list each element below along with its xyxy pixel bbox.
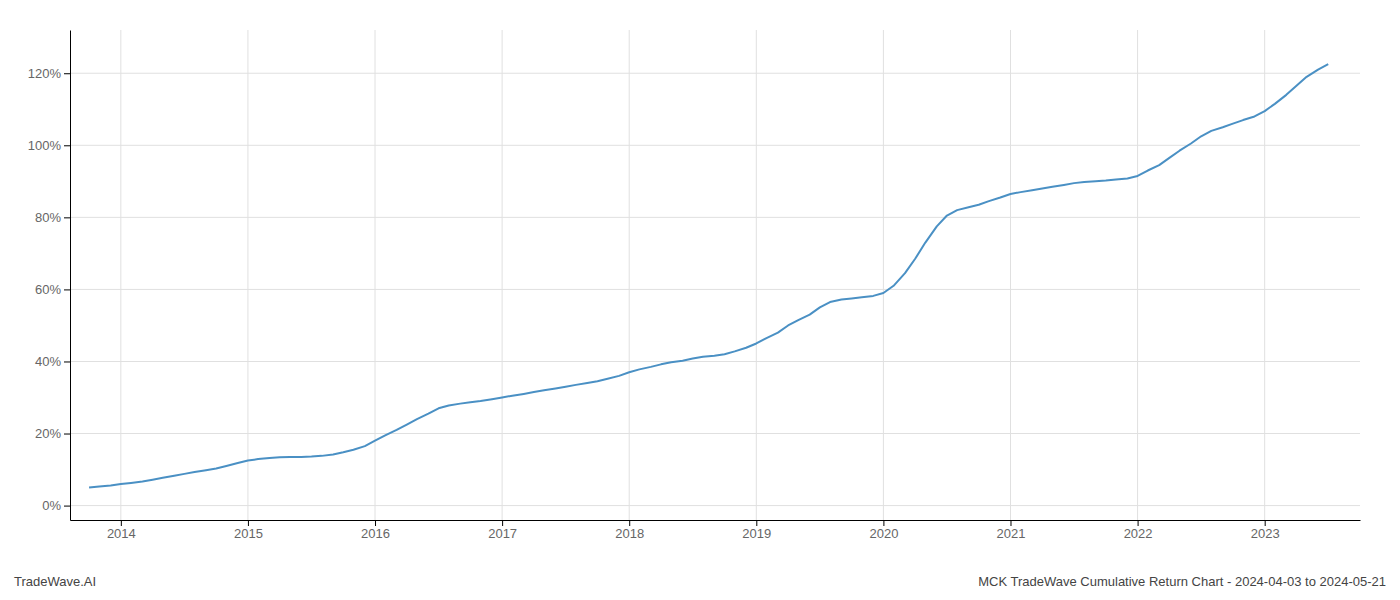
x-tick-label: 2021 (997, 526, 1026, 541)
x-axis: 2014 2015 2016 2017 2018 2019 2020 2021 2022 2023 (71, 520, 1361, 541)
x-tick: 2014 (107, 520, 136, 541)
y-axis-line (70, 31, 71, 521)
y-tick-mark (64, 361, 70, 362)
y-tick-label: 80% (35, 210, 61, 225)
texts: TradeWave.AI MCK TradeWave Cumulative Ret… (14, 574, 1386, 589)
x-axis-line (71, 520, 1361, 521)
x-grid-line (1264, 30, 1265, 520)
y-tick-mark (64, 217, 70, 218)
x-tick-label: 2019 (742, 526, 771, 541)
y-grid-line (70, 73, 1360, 74)
x-tick-mark (502, 520, 503, 526)
title: MCK TradeWave Cumulative Return Chart - … (978, 574, 1386, 589)
x-tick-label: 2018 (615, 526, 644, 541)
x-tick: 2023 (1251, 520, 1280, 541)
x-grid-line (629, 30, 630, 520)
x-grid-line (375, 30, 376, 520)
x-grid-line (120, 30, 121, 520)
x-tick-mark (1138, 520, 1139, 526)
y-tick-label: 100% (28, 138, 62, 153)
y-axis: 0% 20% 40% 60% 80% 100% 120% (28, 31, 71, 521)
y-tick-mark (64, 73, 70, 74)
y-tick-label: 0% (42, 498, 61, 513)
line (89, 64, 1328, 487)
y-grid-line (70, 505, 1360, 506)
x-tick-mark (121, 520, 122, 526)
chart-svg: 2014 2015 2016 2017 2018 2019 2020 2021 2022 2023… (0, 0, 1400, 600)
y-grid-line (70, 145, 1360, 146)
x-tick-label: 2016 (361, 526, 390, 541)
plot-area (89, 64, 1328, 487)
chart-container: 2014 2015 2016 2017 2018 2019 2020 2021 2022 2023… (0, 0, 1400, 600)
x-tick: 2022 (1124, 520, 1153, 541)
x-tick-label: 2022 (1124, 526, 1153, 541)
x-tick: 2020 (869, 520, 898, 541)
y-tick: 80% (35, 210, 70, 225)
x-tick-label: 2015 (234, 526, 263, 541)
y-grid-line (70, 289, 1360, 290)
x-tick: 2017 (488, 520, 517, 541)
y-tick-mark (64, 506, 70, 507)
x-tick-label: 2014 (107, 526, 136, 541)
y-tick: 0% (42, 498, 70, 513)
y-tick: 20% (35, 426, 70, 441)
x-tick-label: 2017 (488, 526, 517, 541)
y-tick-label: 60% (35, 282, 61, 297)
y-grid-line (70, 433, 1360, 434)
y-tick: 40% (35, 354, 70, 369)
x-tick: 2016 (361, 520, 390, 541)
x-tick-mark (375, 520, 376, 526)
x-grid-line (756, 30, 757, 520)
x-grid-line (247, 30, 248, 520)
y-tick-label: 120% (28, 66, 62, 81)
x-tick: 2019 (742, 520, 771, 541)
y-tick-mark (64, 289, 70, 290)
grid (70, 30, 1360, 520)
watermark: TradeWave.AI (14, 574, 96, 589)
x-grid-line (1137, 30, 1138, 520)
x-tick-mark (1265, 520, 1266, 526)
x-tick: 2018 (615, 520, 644, 541)
x-tick-label: 2020 (869, 526, 898, 541)
y-tick: 100% (28, 138, 70, 153)
x-grid-line (1010, 30, 1011, 520)
y-tick-mark (64, 434, 70, 435)
y-grid-line (70, 361, 1360, 362)
x-tick-mark (248, 520, 249, 526)
y-tick-label: 40% (35, 354, 61, 369)
x-tick-mark (629, 520, 630, 526)
x-tick-mark (756, 520, 757, 526)
y-tick: 120% (28, 66, 70, 81)
x-tick-mark (883, 520, 884, 526)
x-tick-mark (1010, 520, 1011, 526)
y-tick-label: 20% (35, 426, 61, 441)
y-grid-line (70, 217, 1360, 218)
x-tick-label: 2023 (1251, 526, 1280, 541)
y-tick-mark (64, 145, 70, 146)
x-grid-line (502, 30, 503, 520)
y-tick: 60% (35, 282, 70, 297)
x-grid-line (883, 30, 884, 520)
x-tick: 2015 (234, 520, 263, 541)
x-tick: 2021 (997, 520, 1026, 541)
